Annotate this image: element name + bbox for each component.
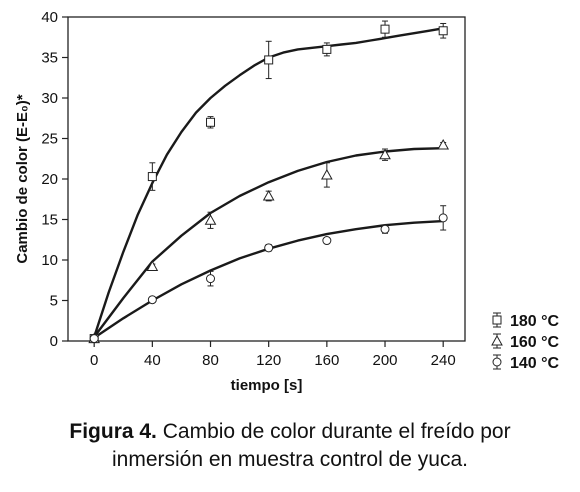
data-point-circle xyxy=(322,236,332,246)
data-point-triangle xyxy=(262,189,275,201)
y-axis-label: Cambio de color (E-E₀)* xyxy=(14,94,31,263)
legend: 180 °C 160 °C 140 °C xyxy=(491,312,560,372)
data-point-circle xyxy=(206,274,216,284)
y-tick-label: 10 xyxy=(41,252,58,269)
x-tick-label: 200 xyxy=(373,352,398,369)
legend-marker-circle xyxy=(492,357,502,367)
data-point-square xyxy=(147,172,157,182)
data-point-triangle xyxy=(321,168,333,180)
data-point-square xyxy=(380,24,390,34)
data-point-triangle xyxy=(204,214,217,225)
legend-marker-triangle xyxy=(491,334,503,346)
axes: 0 40 80 120 160 200 240 0 5 10 15 20 25 30 35 40 tiempo … xyxy=(14,9,466,394)
x-tick-label: 40 xyxy=(144,352,161,369)
y-tick-label: 35 xyxy=(41,50,58,67)
y-tick-label: 30 xyxy=(41,90,58,107)
fit-curve-circle xyxy=(93,219,444,339)
caption-text-1: Cambio de color durante el freído por xyxy=(156,420,511,443)
x-tick-label: 0 xyxy=(90,352,98,369)
x-tick-label: 120 xyxy=(256,352,281,369)
data-point-square xyxy=(206,117,216,127)
data-point-circle xyxy=(438,213,448,223)
y-tick-label: 15 xyxy=(41,212,58,229)
data-point-circle xyxy=(89,334,99,344)
legend-marker-square xyxy=(492,315,502,325)
chart: 0 40 80 120 160 200 240 0 5 10 15 20 25 30 35 40 tiempo … xyxy=(14,9,560,394)
y-tick-label: 40 xyxy=(41,9,58,26)
y-tick-label: 20 xyxy=(41,171,58,188)
data-point-triangle xyxy=(437,138,450,150)
data-point-square xyxy=(438,26,448,36)
legend-label: 140 °C xyxy=(510,355,560,372)
fit-curve-triangle xyxy=(93,147,444,338)
x-tick-label: 240 xyxy=(431,352,456,369)
caption-label: Figura 4. xyxy=(69,420,157,443)
x-tick-label: 160 xyxy=(314,352,339,369)
legend-label: 160 °C xyxy=(510,334,560,351)
y-tick-label: 5 xyxy=(50,293,58,310)
legend-label: 180 °C xyxy=(510,313,560,330)
data-point-circle xyxy=(147,295,157,305)
caption-line-2: inmersión en muestra control de yuca. xyxy=(111,448,468,471)
data-point-triangle xyxy=(146,260,159,271)
caption-line-1: Figura 4. Cambio de color durante el fre… xyxy=(0,418,580,446)
data-point-circle xyxy=(264,243,274,253)
y-tick-label: 0 xyxy=(50,333,58,350)
data-point-square xyxy=(264,55,274,65)
data-point-circle xyxy=(380,224,390,234)
y-tick-label: 25 xyxy=(41,131,58,148)
figure-caption: Figura 4. Cambio de color durante el fre… xyxy=(0,418,580,474)
x-tick-label: 80 xyxy=(202,352,219,369)
data-point-square xyxy=(322,44,332,54)
data-point-triangle xyxy=(379,148,391,160)
data-points xyxy=(88,20,450,344)
x-axis-label: tiempo [s] xyxy=(231,377,303,394)
